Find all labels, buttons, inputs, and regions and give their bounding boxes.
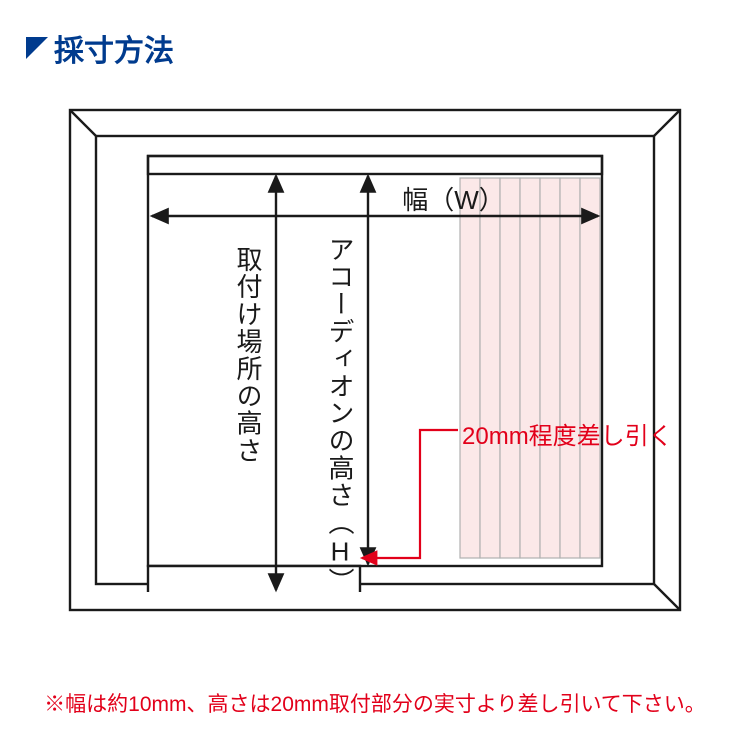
- footnote: ※幅は約10mm、高さは20mm取付部分の実寸より差し引いて下さい。: [0, 688, 750, 718]
- mount-height-label: 取付け場所の高さ: [230, 246, 267, 464]
- width-label: 幅（W）: [402, 180, 505, 217]
- deduction-label: 20mm程度差し引く: [462, 416, 673, 451]
- accordion-height-label: アコーディオンの高さ（H）: [322, 236, 359, 595]
- section-title: 採寸方法: [26, 26, 174, 70]
- title-text: 採寸方法: [54, 26, 174, 70]
- title-marker-icon: [26, 37, 48, 59]
- measurement-diagram: 取付け場所の高さ アコーディオンの高さ（H） 幅（W） 20mm程度差し引く: [60, 100, 690, 620]
